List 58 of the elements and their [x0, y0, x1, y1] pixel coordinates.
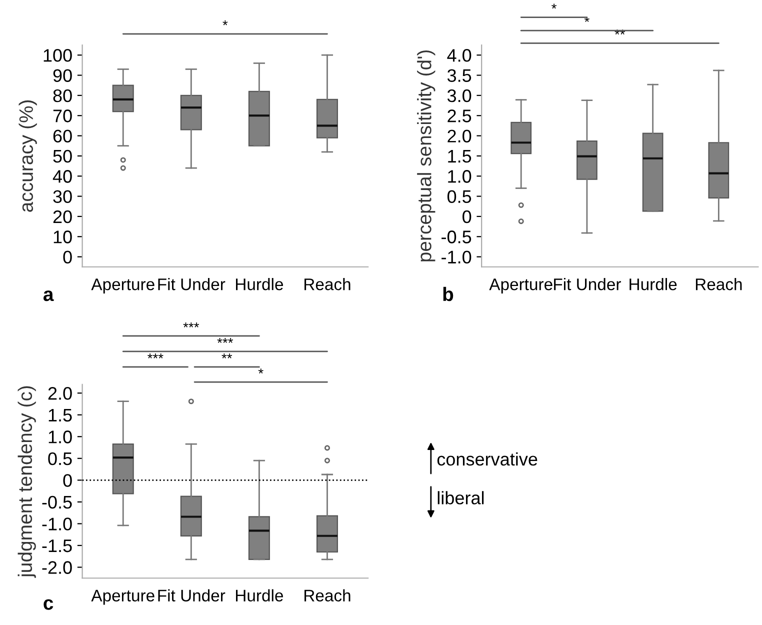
x-tick-label: Aperture: [91, 590, 154, 605]
text: ***: [183, 322, 200, 328]
y-tick-label: 40: [52, 170, 72, 183]
x-tick-label: Reach: [696, 278, 742, 290]
text: *: [222, 20, 228, 26]
y-tick-label: 1.0: [448, 170, 472, 183]
text: liberal: [438, 491, 484, 504]
text: conservative: [437, 452, 538, 466]
y-tick-label: 2.0: [448, 130, 472, 142]
text: b: [443, 286, 454, 302]
x-tick-label: Hurdle: [236, 278, 283, 290]
y-tick-label: 4.0: [447, 49, 472, 62]
y-tick-label: 0: [63, 250, 72, 264]
y-tick-label: -0.5: [442, 230, 472, 244]
y-axis-title: perceptual sensitivity (d'): [417, 50, 436, 262]
x-tick-label: Hurdle: [630, 278, 677, 290]
text: a: [43, 290, 54, 302]
y-tick-label: 0: [63, 474, 72, 487]
y-tick-label: 2.0: [48, 387, 72, 400]
x-tick-label: Reach: [304, 589, 350, 602]
x-tick-label: Fit Under: [554, 278, 621, 290]
y-tick-label: 3.5: [447, 69, 472, 82]
x-tick-label: Hurdle: [236, 589, 283, 602]
y-tick-label: 90: [53, 69, 72, 82]
y-tick-label: 1.5: [48, 408, 72, 422]
y-tick-label: 100: [44, 49, 72, 62]
x-tick-label: Fit Under: [158, 589, 226, 602]
text: c: [44, 599, 54, 610]
y-tick-label: 0.5: [48, 452, 72, 466]
x-tick-label: Aperture: [91, 278, 154, 294]
y-tick-label: -1.5: [42, 540, 72, 552]
text: *: [258, 368, 264, 374]
x-tick-label: Aperture: [489, 278, 552, 294]
y-tick-label: -1.0: [442, 250, 472, 264]
y-tick-label: 70: [53, 110, 72, 122]
y-tick-label: 1.5: [448, 150, 472, 163]
y-tick-label: 60: [53, 130, 72, 142]
y-tick-label: 30: [53, 190, 72, 203]
text: *: [552, 4, 557, 9]
y-tick-label: -1.0: [42, 518, 72, 530]
text: ***: [148, 354, 164, 358]
text: **: [222, 354, 232, 358]
y-tick-label: 0.5: [447, 190, 472, 203]
y-tick-label: 80: [53, 89, 72, 102]
y-tick-label: -2.0: [42, 561, 72, 574]
y-tick-label: 1.0: [48, 430, 72, 444]
y-axis-title: accuracy (%): [18, 100, 37, 212]
y-tick-label: 20: [53, 210, 72, 224]
x-tick-label: Fit Under: [158, 278, 226, 290]
y-tick-label: -0.5: [42, 496, 72, 509]
y-axis-title: judgment tendency (c): [18, 386, 36, 578]
y-tick-label: 0: [462, 210, 472, 224]
text: ***: [217, 338, 234, 343]
y-tick-label: 2.5: [448, 110, 472, 122]
y-tick-label: 10: [54, 230, 72, 244]
x-tick-label: Reach: [304, 278, 350, 290]
y-tick-label: 3.0: [447, 89, 472, 102]
y-tick-label: 50: [53, 150, 72, 163]
